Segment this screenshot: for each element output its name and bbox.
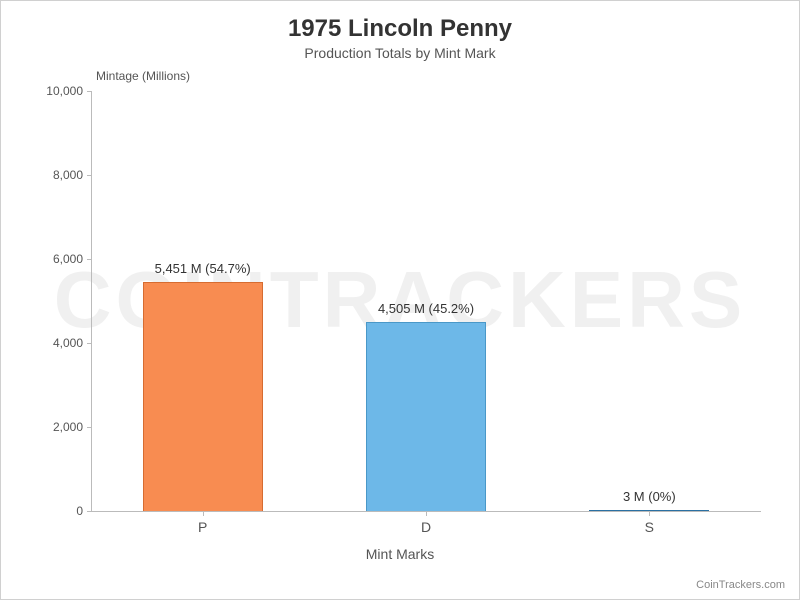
x-axis-title: Mint Marks	[366, 546, 434, 562]
y-axis-title: Mintage (Millions)	[96, 69, 190, 83]
x-tick-label: D	[421, 519, 431, 535]
chart-subtitle: Production Totals by Mint Mark	[1, 45, 799, 61]
y-tick-mark	[87, 511, 92, 512]
x-tick-mark	[426, 511, 427, 516]
x-tick-label: P	[198, 519, 207, 535]
attribution-text: CoinTrackers.com	[696, 579, 785, 591]
chart-title: 1975 Lincoln Penny	[1, 1, 799, 43]
y-tick-label: 6,000	[53, 252, 83, 266]
bar-label-d: 4,505 M (45.2%)	[378, 301, 474, 316]
y-tick-label: 2,000	[53, 420, 83, 434]
x-tick-label: S	[645, 519, 654, 535]
bar-label-p: 5,451 M (54.7%)	[155, 261, 251, 276]
x-tick-mark	[649, 511, 650, 516]
y-tick-label: 0	[76, 504, 83, 518]
y-tick-label: 8,000	[53, 168, 83, 182]
x-tick-mark	[203, 511, 204, 516]
y-tick-label: 4,000	[53, 336, 83, 350]
bar-label-s: 3 M (0%)	[623, 489, 676, 504]
bar-d	[366, 322, 486, 511]
chart-container: 1975 Lincoln Penny Production Totals by …	[1, 1, 799, 599]
plot-area: 5,451 M (54.7%) 4,505 M (45.2%) 3 M (0%)	[91, 91, 761, 511]
y-tick-label: 10,000	[46, 84, 83, 98]
bar-p	[143, 282, 263, 511]
